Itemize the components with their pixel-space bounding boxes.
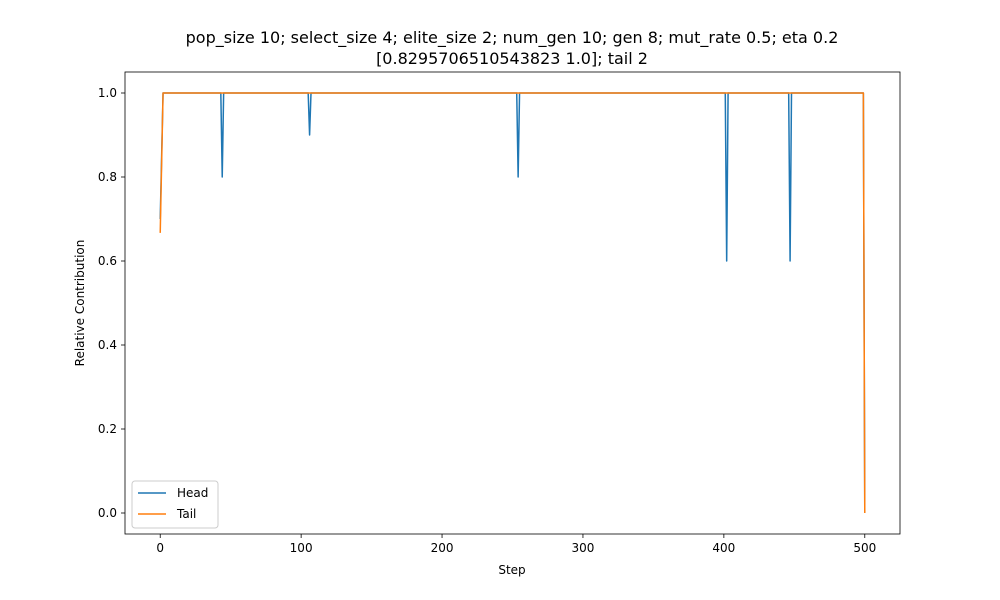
y-tick-label: 0.2 <box>98 422 117 436</box>
x-axis-label: Step <box>498 563 525 577</box>
x-axis-ticks: 0 100 200 300 400 500 <box>156 534 876 555</box>
y-axis-label: Relative Contribution <box>73 240 87 367</box>
y-tick-label: 0.6 <box>98 254 117 268</box>
x-tick-label: 200 <box>431 541 454 555</box>
legend-label-tail: Tail <box>176 507 196 521</box>
x-tick-label: 400 <box>712 541 735 555</box>
chart-title-line-1: pop_size 10; select_size 4; elite_size 2… <box>186 28 839 48</box>
series-line-tail <box>159 92 866 514</box>
legend: Head Tail <box>131 480 219 529</box>
series-line-head <box>159 92 866 514</box>
y-tick-label: 1.0 <box>98 86 117 100</box>
y-tick-label: 0.4 <box>98 338 117 352</box>
y-tick-label: 0.0 <box>98 506 117 520</box>
x-tick-label: 100 <box>290 541 313 555</box>
plot-area-frame <box>124 71 901 535</box>
legend-label-head: Head <box>177 486 208 500</box>
x-tick-label: 300 <box>572 541 595 555</box>
y-axis-ticks: 0.0 0.2 0.4 0.6 0.8 1.0 <box>98 86 125 520</box>
y-tick-label: 0.8 <box>98 170 117 184</box>
x-tick-label: 500 <box>853 541 876 555</box>
series-layer <box>159 92 866 514</box>
x-tick-label: 0 <box>156 541 164 555</box>
chart-title-line-2: [0.8295706510543823 1.0]; tail 2 <box>376 49 648 68</box>
